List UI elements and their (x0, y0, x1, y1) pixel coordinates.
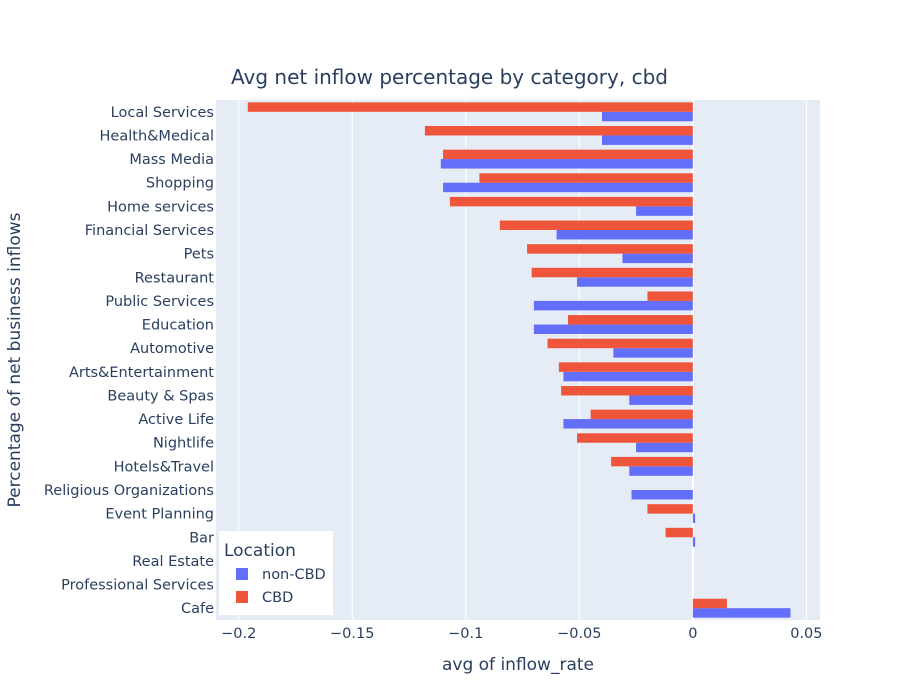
bar-non-cbd[interactable] (629, 466, 693, 476)
category-label: Event Planning (105, 507, 214, 523)
category-label: Mass Media (129, 152, 214, 168)
legend-item-label[interactable]: CBD (262, 590, 293, 606)
x-axis-label: avg of inflow_rate (442, 655, 594, 675)
category-label: Home services (107, 199, 214, 215)
bar-non-cbd[interactable] (533, 300, 693, 311)
category-label: Pets (184, 247, 214, 263)
bar-non-cbd[interactable] (692, 513, 696, 524)
bar-cbd[interactable] (527, 244, 693, 254)
category-label: Professional Services (61, 578, 214, 594)
bar-cbd[interactable] (424, 126, 693, 136)
y-axis-label: Percentage of net business inflows (5, 212, 25, 507)
category-tick-labels: Local Services Health&Medical Mass Media Sh… (44, 105, 214, 617)
bar-non-cbd[interactable] (622, 253, 693, 264)
bar-cbd[interactable] (692, 598, 727, 609)
bar-non-cbd[interactable] (631, 490, 693, 500)
x-tick-label: 0.05 (790, 626, 822, 642)
category-label: Hotels&Travel (114, 459, 214, 475)
bar-non-cbd[interactable] (692, 537, 696, 547)
bar-non-cbd[interactable] (602, 111, 693, 122)
bar-non-cbd[interactable] (602, 135, 693, 145)
bar-non-cbd[interactable] (636, 442, 693, 453)
bar-cbd[interactable] (577, 433, 693, 443)
bar-cbd[interactable] (499, 220, 693, 230)
bar-non-cbd[interactable] (563, 419, 693, 429)
bar-non-cbd[interactable] (563, 371, 693, 382)
x-tick-labels: −0.2 −0.15 −0.1 −0.05 0 0.05 (221, 626, 822, 642)
bar-cbd[interactable] (665, 527, 693, 538)
category-label: Cafe (181, 601, 214, 617)
bar-cbd[interactable] (647, 504, 693, 514)
category-label: Active Life (138, 412, 214, 428)
bar-cbd[interactable] (247, 102, 693, 112)
legend[interactable]: Location non-CBD CBD (219, 531, 333, 615)
bar-non-cbd[interactable] (443, 182, 693, 193)
bar-cbd[interactable] (547, 338, 693, 349)
bar-non-cbd[interactable] (556, 230, 693, 240)
bar-cbd[interactable] (590, 409, 693, 420)
bar-non-cbd[interactable] (692, 608, 791, 618)
x-tick-label: −0.05 (557, 626, 601, 642)
category-label: Arts&Entertainment (69, 365, 214, 381)
bar-cbd[interactable] (561, 386, 693, 396)
bar-non-cbd[interactable] (636, 206, 693, 216)
category-label: Public Services (105, 294, 214, 310)
bar-cbd[interactable] (558, 362, 693, 372)
x-tick-label: 0 (688, 626, 697, 642)
category-label: Beauty & Spas (107, 388, 214, 404)
category-label: Local Services (111, 105, 214, 121)
category-label: Financial Services (85, 223, 214, 239)
category-label: Education (142, 318, 214, 334)
category-label: Health&Medical (100, 128, 214, 144)
bar-non-cbd[interactable] (613, 348, 693, 358)
legend-swatch (236, 591, 248, 603)
x-tick-label: −0.15 (330, 626, 374, 642)
bar-cbd[interactable] (443, 149, 693, 160)
category-label: Nightlife (153, 436, 214, 452)
x-tick-label: −0.1 (448, 626, 483, 642)
category-label: Shopping (146, 176, 214, 192)
bar-cbd[interactable] (531, 267, 693, 278)
chart-title: Avg net inflow percentage by category, c… (231, 65, 668, 89)
category-label: Real Estate (132, 554, 214, 570)
x-tick-label: −0.2 (221, 626, 256, 642)
category-label: Bar (189, 530, 214, 546)
bar-cbd[interactable] (479, 173, 693, 183)
bar-non-cbd[interactable] (440, 159, 693, 169)
bars (247, 102, 791, 618)
legend-item-label[interactable]: non-CBD (262, 567, 326, 583)
legend-swatch (236, 568, 248, 580)
bar-non-cbd[interactable] (533, 324, 693, 334)
bar-cbd[interactable] (449, 196, 693, 207)
legend-title: Location (224, 541, 296, 561)
bar-cbd[interactable] (611, 456, 693, 467)
category-label: Restaurant (135, 270, 215, 286)
bar-non-cbd[interactable] (629, 395, 693, 405)
bar-cbd[interactable] (567, 315, 693, 325)
category-label: Automotive (130, 341, 214, 357)
bar-non-cbd[interactable] (577, 277, 693, 287)
bar-cbd[interactable] (647, 291, 693, 301)
category-label: Religious Organizations (44, 483, 214, 499)
